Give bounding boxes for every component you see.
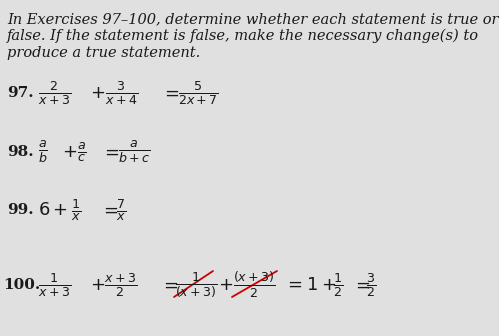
Text: $=$: $=$	[101, 143, 120, 161]
Text: $=$: $=$	[160, 276, 179, 294]
Text: $\frac{3}{x+4}$: $\frac{3}{x+4}$	[105, 79, 138, 107]
Text: $\frac{2}{x+3}$: $\frac{2}{x+3}$	[38, 79, 71, 107]
Text: $\frac{7}{x}$: $\frac{7}{x}$	[116, 197, 126, 223]
Text: $=$: $=$	[352, 276, 371, 294]
Text: $+$: $+$	[90, 276, 105, 294]
Text: $\frac{a}{c}$: $\frac{a}{c}$	[77, 140, 87, 164]
Text: In Exercises 97–100, determine whether each statement is true or: In Exercises 97–100, determine whether e…	[7, 12, 499, 26]
Text: produce a true statement.: produce a true statement.	[7, 46, 200, 60]
Text: $\frac{x+3}{2}$: $\frac{x+3}{2}$	[104, 271, 137, 299]
Text: $\frac{a}{b+c}$: $\frac{a}{b+c}$	[118, 139, 150, 165]
Text: $\frac{3}{2}$: $\frac{3}{2}$	[366, 271, 376, 299]
Text: $\frac{1}{x+3}$: $\frac{1}{x+3}$	[38, 271, 71, 299]
Text: false. If the statement is false, make the necessary change(s) to: false. If the statement is false, make t…	[7, 29, 479, 43]
Text: $\frac{5}{2x+7}$: $\frac{5}{2x+7}$	[178, 79, 219, 107]
Text: $+$: $+$	[90, 84, 105, 102]
Text: $+$: $+$	[62, 143, 77, 161]
Text: $= 1 +$: $= 1 +$	[284, 276, 336, 294]
Text: $+$: $+$	[218, 276, 233, 294]
Text: $6 + \frac{1}{x}$: $6 + \frac{1}{x}$	[38, 197, 81, 223]
Text: $\frac{a}{b}$: $\frac{a}{b}$	[38, 139, 48, 165]
Text: $=$: $=$	[161, 84, 180, 102]
Text: $\frac{(x+3)}{2}$: $\frac{(x+3)}{2}$	[233, 270, 276, 300]
Text: $\frac{1}{2}$: $\frac{1}{2}$	[333, 271, 343, 299]
Text: 98.: 98.	[7, 145, 33, 159]
Text: $\frac{1}{(x+3)}$: $\frac{1}{(x+3)}$	[175, 270, 218, 300]
Text: 97.: 97.	[7, 86, 33, 100]
Text: 100.: 100.	[3, 278, 40, 292]
Text: $=$: $=$	[100, 201, 119, 219]
Text: 99.: 99.	[7, 203, 33, 217]
